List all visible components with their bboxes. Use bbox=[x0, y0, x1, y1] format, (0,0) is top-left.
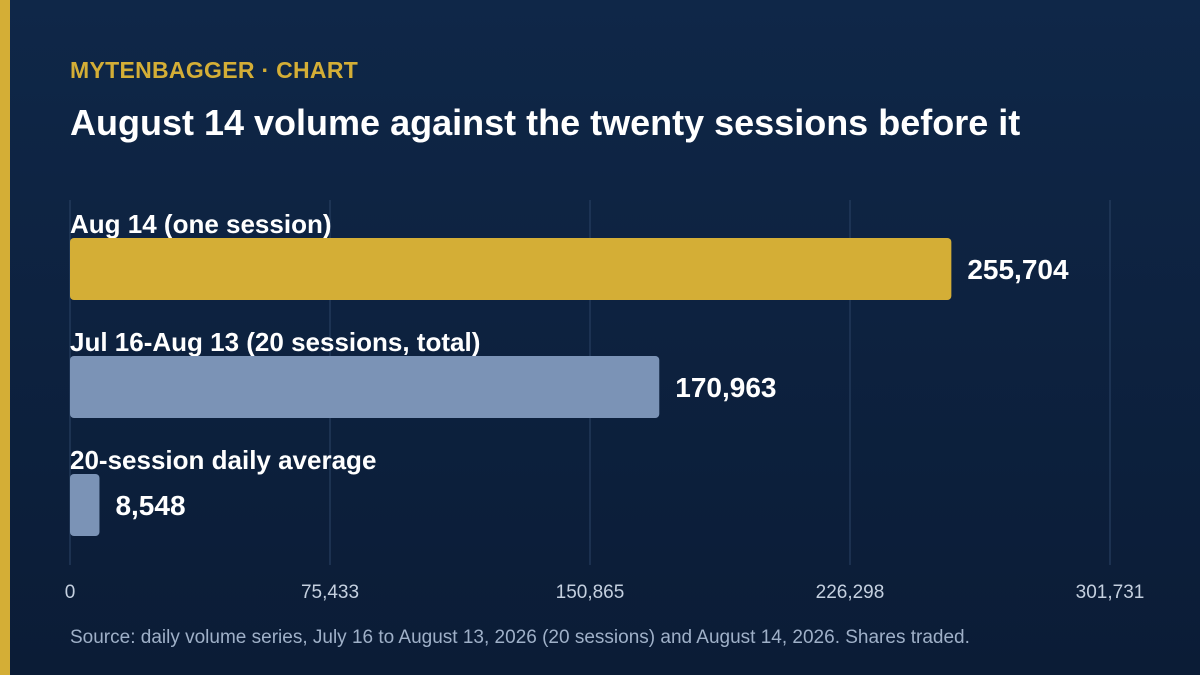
category-label: 20-session daily average bbox=[70, 445, 376, 475]
x-tick-label: 226,298 bbox=[816, 582, 885, 603]
x-tick-label: 0 bbox=[65, 582, 76, 603]
accent-bar bbox=[0, 0, 10, 675]
bar-value-label: 8,548 bbox=[115, 490, 185, 521]
x-tick-label: 150,865 bbox=[556, 582, 625, 603]
chart-kicker: MYTENBAGGER · CHART bbox=[70, 57, 359, 83]
bar bbox=[70, 238, 952, 300]
bar-value-label: 170,963 bbox=[675, 372, 776, 403]
bar bbox=[70, 356, 660, 418]
category-label: Aug 14 (one session) bbox=[70, 209, 332, 239]
category-label: Jul 16-Aug 13 (20 sessions, total) bbox=[70, 327, 480, 357]
bar bbox=[70, 474, 100, 536]
bar-value-label: 255,704 bbox=[967, 254, 1069, 285]
x-tick-label: 301,731 bbox=[1076, 582, 1145, 603]
chart-title: August 14 volume against the twenty sess… bbox=[70, 102, 1021, 143]
source-note: Source: daily volume series, July 16 to … bbox=[70, 627, 970, 648]
x-tick-label: 75,433 bbox=[301, 582, 359, 603]
